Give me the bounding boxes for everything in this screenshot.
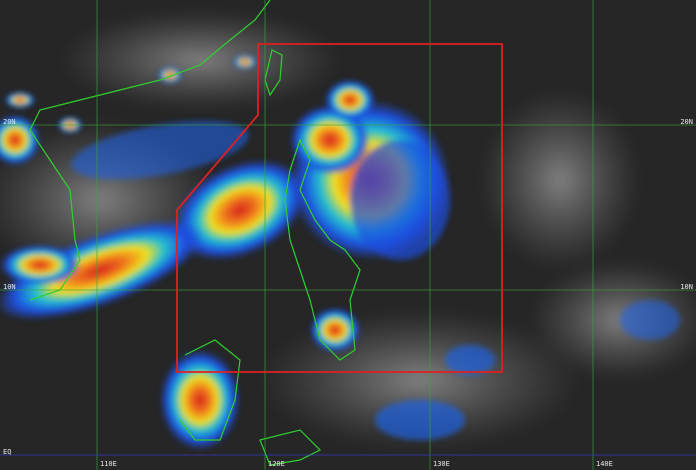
longitude-label: 130E xyxy=(433,460,450,468)
latitude-label: EQ xyxy=(3,448,11,456)
latitude-label: 10N xyxy=(680,283,693,291)
cloud-layer xyxy=(0,55,680,450)
latitude-label: 20N xyxy=(680,118,693,126)
longitude-label: 140E xyxy=(596,460,613,468)
responsibility-area xyxy=(176,43,503,373)
latitude-label: 10N xyxy=(3,283,16,291)
longitude-label: 120E xyxy=(268,460,285,468)
longitude-label: 110E xyxy=(100,460,117,468)
latitude-label: 20N xyxy=(3,118,16,126)
